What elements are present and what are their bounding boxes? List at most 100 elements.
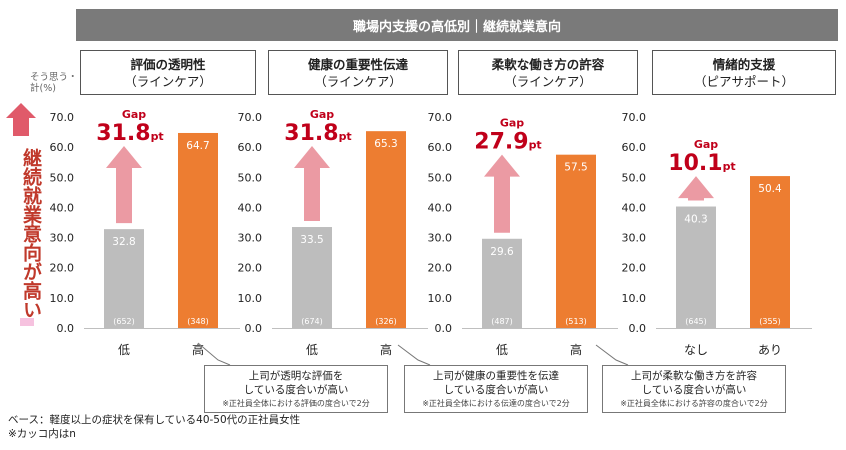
gap-value-text: 10.1pt <box>668 151 735 176</box>
category-label: あり <box>758 343 782 357</box>
gap-value: 27.9 <box>474 130 528 155</box>
n-label: (513) <box>565 317 587 326</box>
data-label: 32.8 <box>112 236 135 248</box>
category-label: 高 <box>570 342 582 357</box>
y-tick-label: 10.0 <box>238 292 263 305</box>
y-tick-label: 10.0 <box>50 292 75 305</box>
callout-pointer-2 <box>397 344 431 366</box>
data-label: 57.5 <box>564 162 587 174</box>
gap-arrow-icon <box>678 176 714 201</box>
y-tick-label: 30.0 <box>50 232 75 245</box>
y-tick-label: 40.0 <box>50 201 75 214</box>
panel-title: 健康の重要性伝達 <box>307 56 408 72</box>
gap-label: Gap <box>122 108 146 121</box>
gap-arrow-icon <box>294 146 330 222</box>
n-label: (487) <box>491 317 513 326</box>
y-tick-label: 70.0 <box>622 111 647 124</box>
gap-value-text: 27.9pt <box>474 130 541 155</box>
data-label: 50.4 <box>758 183 782 195</box>
data-label: 64.7 <box>186 140 209 152</box>
y-tick-label: 50.0 <box>238 171 263 184</box>
data-label: 40.3 <box>684 214 707 226</box>
bar <box>366 131 406 328</box>
callout-pointer-1 <box>197 342 231 366</box>
y-tick-label: 70.0 <box>428 111 453 124</box>
panel-subtitle: （ピアサポート） <box>693 73 794 89</box>
n-label: (645) <box>685 317 707 326</box>
category-label: 低 <box>306 343 318 357</box>
y-tick-label: 20.0 <box>238 262 263 275</box>
y-tick-label: 0.0 <box>629 322 647 335</box>
panel-subtitle: （ラインケア） <box>504 73 592 89</box>
y-tick-label: 50.0 <box>622 171 647 184</box>
panel-header-2: 健康の重要性伝達 （ラインケア） <box>268 50 448 95</box>
gap-value: 10.1 <box>668 151 722 176</box>
bar <box>750 176 790 328</box>
bar <box>676 206 716 328</box>
panel-subtitle: （ラインケア） <box>314 73 402 89</box>
gap-arrow-icon <box>484 154 520 233</box>
panel-subtitle: （ラインケア） <box>124 73 212 89</box>
y-tick-label: 30.0 <box>622 232 647 245</box>
y-tick-label: 10.0 <box>622 292 647 305</box>
y-tick-label: 0.0 <box>435 322 453 335</box>
category-label: 低 <box>496 343 508 357</box>
panel-header-3: 柔軟な働き方の許容 （ラインケア） <box>458 50 638 95</box>
vertical-axis-label: 継続就業意向が高い <box>20 148 42 319</box>
bar <box>556 154 596 328</box>
y-tick-label: 70.0 <box>238 111 263 124</box>
gap-label: Gap <box>500 117 524 130</box>
n-label: (355) <box>759 317 781 326</box>
y-tick-label: 30.0 <box>428 232 453 245</box>
y-tick-label: 10.0 <box>428 292 453 305</box>
n-label: (348) <box>187 317 209 326</box>
panel-title: 評価の透明性 <box>130 56 206 72</box>
y-tick-label: 20.0 <box>622 262 647 275</box>
y-tick-label: 40.0 <box>238 201 263 214</box>
y-tick-label: 20.0 <box>50 262 75 275</box>
data-label: 65.3 <box>374 138 397 150</box>
legend-swatch <box>20 318 34 326</box>
category-label: 低 <box>118 343 130 357</box>
y-tick-label: 70.0 <box>50 111 75 124</box>
y-tick-label: 60.0 <box>428 141 453 154</box>
y-unit-label: そう思う・ 計(%) <box>30 72 78 94</box>
gap-value-text: 31.8pt <box>284 121 351 146</box>
y-tick-label: 60.0 <box>238 141 263 154</box>
gap-unit: pt <box>339 130 352 143</box>
y-tick-label: 0.0 <box>245 322 263 335</box>
data-label: 29.6 <box>490 246 514 258</box>
panel-title: 情緒的支援 <box>712 56 776 72</box>
y-tick-label: 50.0 <box>50 171 75 184</box>
gap-value: 31.8 <box>284 121 338 146</box>
panel-header-1: 評価の透明性 （ラインケア） <box>80 50 256 95</box>
panel-header-4: 情緒的支援 （ピアサポート） <box>652 50 836 95</box>
gap-label: Gap <box>694 138 718 151</box>
n-note: ※カッコ内はn <box>8 428 76 440</box>
callout-box-2: 上司が健康の重要性を伝達 している度合いが高い ※正社員全体における伝達の度合い… <box>404 365 588 413</box>
gap-label: Gap <box>310 108 334 121</box>
y-tick-label: 40.0 <box>622 201 647 214</box>
y-tick-label: 40.0 <box>428 201 453 214</box>
y-tick-label: 30.0 <box>238 232 263 245</box>
gap-arrow-icon <box>106 146 142 224</box>
bar <box>482 238 522 328</box>
gap-unit: pt <box>151 130 164 143</box>
gap-value-text: 31.8pt <box>96 121 163 146</box>
base-note: ベース：軽度以上の症状を保有している40-50代の正社員女性 <box>8 414 301 426</box>
callout-pointer-3 <box>595 344 629 366</box>
data-label: 33.5 <box>300 234 323 246</box>
bar <box>178 132 218 328</box>
chart-banner-title: 職場内支援の高低別｜継続就業意向 <box>76 9 838 41</box>
panel-title: 柔軟な働き方の許容 <box>491 56 605 72</box>
n-label: (652) <box>113 317 135 326</box>
y-tick-label: 50.0 <box>428 171 453 184</box>
gap-unit: pt <box>529 139 542 152</box>
n-label: (674) <box>301 317 323 326</box>
bar <box>292 227 332 328</box>
category-label: なし <box>684 343 708 357</box>
bar <box>104 229 144 328</box>
category-label: 高 <box>192 342 204 357</box>
y-tick-label: 0.0 <box>57 322 75 335</box>
